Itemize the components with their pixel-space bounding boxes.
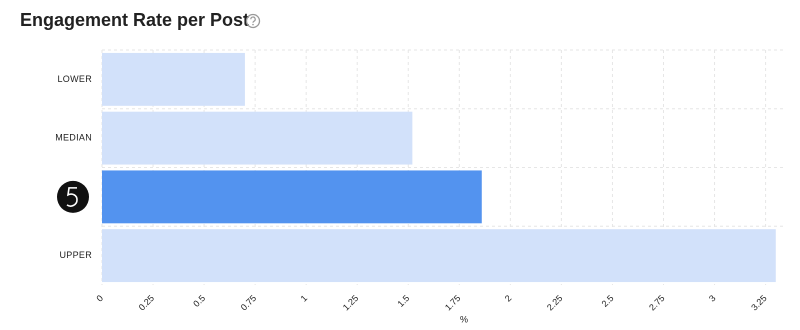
y-tick-label: LOWER (57, 74, 92, 84)
x-tick-label: 3 (707, 293, 718, 304)
x-tick-label: 1 (299, 293, 310, 304)
bar (102, 111, 413, 165)
x-tick-label: 0.5 (191, 293, 207, 309)
logo-circle (57, 180, 89, 213)
x-tick-label: 2 (503, 293, 514, 304)
x-tick-label: 2.5 (600, 293, 616, 309)
x-tick-label: 0 (94, 293, 105, 304)
x-tick-label: 1.75 (443, 293, 462, 312)
x-tick-label: 0.75 (239, 293, 258, 312)
x-tick-label: 2.75 (647, 293, 666, 312)
x-axis-label: % (460, 314, 468, 324)
bar (102, 229, 776, 283)
brand-logo (57, 180, 89, 213)
x-tick-label: 2.25 (545, 293, 564, 312)
y-tick-label: MEDIAN (55, 133, 92, 143)
logo-glyph (66, 187, 78, 207)
x-tick-label: 1.5 (395, 293, 411, 309)
x-tick-label: 3.25 (749, 293, 768, 312)
bar (102, 170, 482, 224)
help-icon[interactable] (245, 13, 261, 29)
chart-title: Engagement Rate per Post (20, 10, 249, 30)
x-tick-label: 1.25 (341, 293, 360, 312)
bar (102, 52, 245, 106)
x-tick-label: 0.25 (137, 293, 156, 312)
y-tick-label: UPPER (59, 250, 92, 260)
